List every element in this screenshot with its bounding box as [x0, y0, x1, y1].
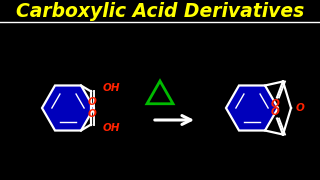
Text: O: O — [271, 100, 279, 109]
Text: O: O — [271, 107, 279, 116]
Text: Carboxylic Acid Derivatives: Carboxylic Acid Derivatives — [16, 2, 304, 21]
Polygon shape — [42, 86, 94, 130]
Text: O: O — [88, 96, 97, 107]
Text: OH: OH — [103, 123, 121, 132]
Text: O: O — [296, 103, 305, 113]
Text: OH: OH — [103, 84, 121, 93]
Text: O: O — [88, 109, 97, 120]
Polygon shape — [226, 86, 278, 130]
